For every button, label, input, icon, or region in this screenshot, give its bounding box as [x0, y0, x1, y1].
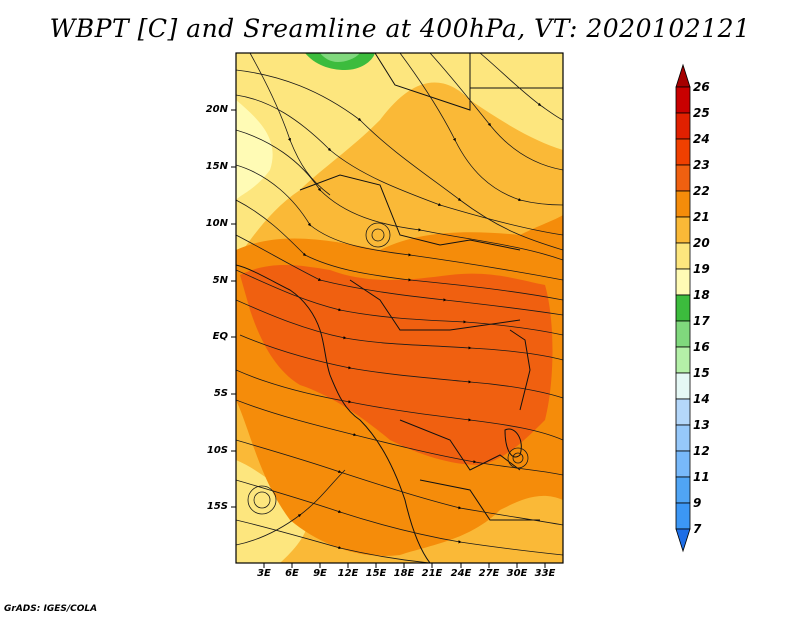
colorbar-swatch [675, 138, 691, 166]
colorbar-swatch [675, 294, 691, 322]
colorbar-swatch [675, 164, 691, 192]
colorbar-swatch [675, 372, 691, 400]
lat-label: 15S [206, 501, 228, 512]
colorbar [675, 63, 691, 553]
colorbar-swatch [675, 242, 691, 270]
colorbar-label: 9 [693, 496, 702, 510]
lat-label: 10N [205, 218, 228, 229]
streamlines [236, 53, 563, 563]
lat-label: EQ [212, 331, 228, 342]
colorbar-label: 12 [693, 444, 710, 458]
colorbar-label: 21 [693, 210, 710, 224]
lon-label: 24E [450, 568, 472, 579]
colorbar-swatch [675, 424, 691, 452]
colorbar-swatch [675, 112, 691, 140]
colorbar-label: 19 [693, 262, 710, 276]
colorbar-label: 15 [693, 366, 710, 380]
colorbar-swatch [675, 398, 691, 426]
map-title: WBPT [C] and Sreamline at 400hPa, VT: 20… [49, 14, 751, 43]
colorbar-bottom-triangle [675, 528, 691, 553]
grads-credit: GrADS: IGES/COLA [4, 604, 98, 614]
colorbar-label: 16 [693, 340, 710, 354]
colorbar-swatch [675, 190, 691, 218]
colorbar-label: 25 [693, 106, 710, 120]
lon-label: 12E [337, 568, 359, 579]
colorbar-label: 11 [693, 470, 710, 484]
colorbar-label: 22 [693, 184, 710, 198]
colorbar-swatch [675, 502, 691, 530]
colorbar-swatch [675, 320, 691, 348]
lon-label: 18E [393, 568, 415, 579]
colorbar-swatch [675, 450, 691, 478]
lon-label: 6E [285, 568, 299, 579]
lon-label: 9E [313, 568, 327, 579]
lon-label: 27E [478, 568, 500, 579]
colorbar-label: 7 [693, 522, 702, 536]
lon-label: 30E [506, 568, 528, 579]
colorbar-label: 23 [693, 158, 710, 172]
colorbar-label: 18 [693, 288, 710, 302]
lat-label: 5N [212, 275, 228, 286]
colorbar-label: 24 [693, 132, 710, 146]
lat-label: 15N [205, 161, 228, 172]
lon-label: 15E [365, 568, 387, 579]
lat-label: 10S [206, 445, 228, 456]
colorbar-top-triangle [675, 63, 691, 88]
colorbar-swatch [675, 476, 691, 504]
lat-label: 5S [213, 388, 228, 399]
colorbar-swatch [675, 86, 691, 114]
colorbar-label: 14 [693, 392, 710, 406]
lat-label: 20N [205, 104, 228, 115]
lon-label: 3E [257, 568, 271, 579]
lon-label: 33E [534, 568, 556, 579]
colorbar-swatch [675, 216, 691, 244]
colorbar-label: 13 [693, 418, 710, 432]
colorbar-swatch [675, 346, 691, 374]
colorbar-swatch [675, 268, 691, 296]
colorbar-label: 26 [693, 80, 710, 94]
axis-ticks [231, 109, 546, 568]
lon-label: 21E [421, 568, 443, 579]
colorbar-label: 17 [693, 314, 710, 328]
colorbar-label: 20 [693, 236, 710, 250]
